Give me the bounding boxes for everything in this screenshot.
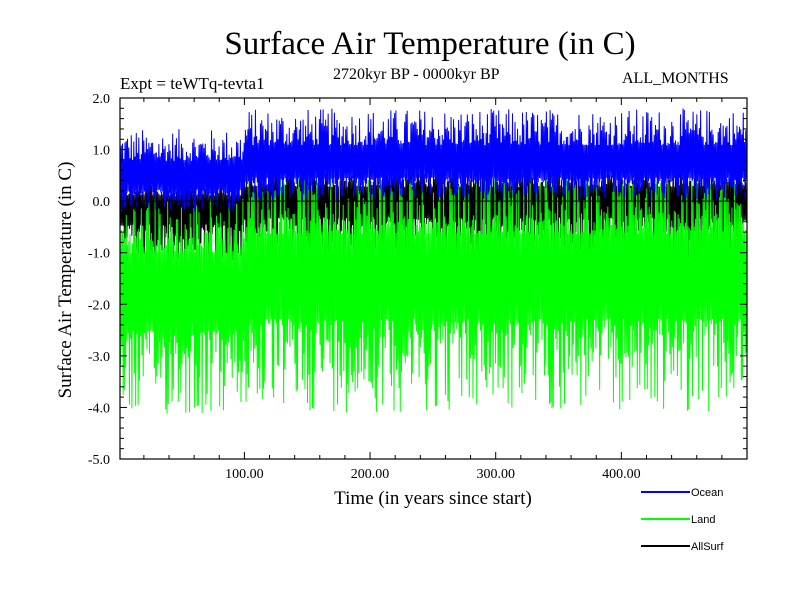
chart-title: Surface Air Temperature (in C)	[224, 26, 636, 62]
legend: Ocean Land AllSurf	[641, 487, 724, 553]
months-label: ALL_MONTHS	[622, 70, 729, 87]
x-axis-label: Time (in years since start)	[334, 488, 532, 509]
y-tick-label: -3.0	[88, 350, 110, 365]
y-tick-label: 1.0	[93, 144, 111, 159]
y-tick-label: -5.0	[88, 453, 110, 468]
y-axis-label: Surface Air Temperature (in C)	[55, 162, 76, 399]
y-tick-label: -1.0	[88, 247, 110, 262]
y-tick-label: 0.0	[93, 195, 111, 210]
legend-label-land: Land	[691, 514, 715, 526]
series-line-allsurf	[119, 170, 748, 264]
x-tick-label: 100.00	[225, 467, 264, 482]
legend-label-ocean: Ocean	[691, 487, 723, 499]
y-tick-label: -4.0	[88, 401, 110, 416]
y-tick-label: -2.0	[88, 298, 110, 313]
experiment-label: Expt = teWTq-tevta1	[120, 74, 265, 93]
series-layer	[119, 108, 748, 414]
legend-label-allsurf: AllSurf	[691, 541, 724, 553]
series-line-land	[119, 170, 748, 414]
series-line-ocean	[119, 108, 748, 212]
y-tick-label: 2.0	[93, 92, 111, 107]
x-tick-label: 400.00	[602, 467, 641, 482]
plot-frame	[119, 97, 748, 460]
x-tick-label: 300.00	[476, 467, 515, 482]
x-tick-label: 200.00	[351, 467, 390, 482]
chart-subtitle: 2720kyr BP - 0000kyr BP	[333, 66, 500, 83]
ticks-layer: 2.0 1.0 0.0 -1.0 -2.0 -3.0 -4.0 -5.0 100.00 200.0…	[88, 92, 747, 482]
